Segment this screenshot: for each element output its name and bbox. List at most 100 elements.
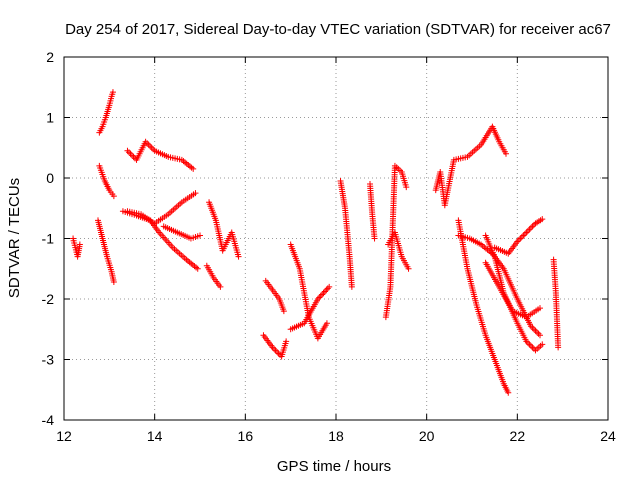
y-tick-label: -1 [42, 231, 55, 247]
series-arc-k [260, 332, 289, 360]
data-point [405, 265, 412, 272]
series-arc-e [124, 138, 195, 171]
series-arc-n [287, 285, 331, 333]
data-point [280, 308, 287, 315]
data-point [527, 224, 534, 231]
data-point [274, 348, 281, 355]
data-point [555, 344, 562, 351]
series-arc-b [96, 91, 116, 136]
series-arc-x [491, 217, 544, 257]
series-arc-p [367, 181, 378, 240]
x-tick-label: 20 [419, 428, 435, 444]
data-point [527, 342, 534, 349]
series-arc-a [70, 235, 83, 260]
data-point [194, 265, 201, 272]
data-point [403, 184, 410, 191]
x-axis-label: GPS time / hours [277, 458, 391, 475]
data-point [526, 341, 533, 348]
data-point [323, 286, 330, 293]
data-point [326, 283, 333, 290]
data-point [130, 153, 137, 160]
data-point [518, 233, 525, 240]
series-arc-w [482, 259, 542, 321]
series-arc-h [160, 223, 201, 242]
y-tick-label: -2 [42, 291, 55, 307]
series-arc-d [96, 162, 116, 198]
data-point [323, 320, 330, 327]
series-arc-l [262, 277, 287, 313]
data-point [348, 283, 355, 290]
x-tick-label: 24 [600, 428, 616, 444]
data-point [319, 291, 326, 298]
data-point [532, 327, 539, 334]
data-point [321, 288, 328, 295]
data-point [537, 332, 543, 339]
data-point [272, 347, 279, 354]
y-axis-label: SDTVAR / TECUs [6, 178, 23, 298]
series-arc-i [206, 199, 241, 258]
data-point [217, 283, 224, 290]
series-arc-s [432, 123, 508, 209]
data-point [523, 229, 530, 236]
x-tick-labels: 12 14 16 18 20 22 24 [56, 428, 616, 444]
data-point [533, 329, 540, 336]
data-series [70, 89, 562, 396]
y-tick-label: 1 [46, 110, 54, 126]
data-point [235, 253, 242, 260]
series-arc-t [455, 217, 511, 394]
data-point [521, 230, 528, 237]
series-arc-g [124, 191, 197, 227]
series-arc-q [382, 162, 409, 321]
data-point [539, 216, 546, 223]
data-point [110, 279, 117, 286]
series-arc-c [95, 217, 117, 284]
data-point [76, 241, 83, 248]
data-point [109, 89, 116, 96]
data-point [320, 289, 327, 296]
data-point [283, 338, 290, 345]
data-point [124, 147, 131, 154]
data-point [271, 345, 278, 352]
data-point [529, 223, 536, 230]
data-point [145, 141, 152, 148]
data-point [190, 165, 197, 172]
series-arc-o [337, 178, 355, 288]
data-point [530, 326, 537, 333]
x-tick-label: 12 [56, 428, 72, 444]
y-tick-label: 0 [46, 170, 54, 186]
data-point [371, 235, 378, 242]
data-point [537, 305, 543, 312]
data-point [192, 190, 199, 197]
series-arc-j [203, 262, 223, 289]
data-point [517, 235, 524, 242]
y-tick-labels: -4 -3 -2 -1 0 1 2 [42, 49, 55, 428]
data-point [197, 232, 203, 239]
x-tick-label: 16 [238, 428, 254, 444]
data-point [503, 150, 509, 157]
data-point [110, 193, 117, 200]
x-tick-label: 22 [510, 428, 526, 444]
data-point [317, 292, 324, 299]
data-point [539, 341, 546, 348]
data-point [529, 344, 536, 351]
y-tick-label: 2 [46, 49, 54, 65]
y-tick-label: -4 [42, 412, 55, 428]
data-point [515, 237, 522, 244]
data-point [520, 232, 527, 239]
data-point [148, 144, 155, 151]
data-point [275, 350, 282, 357]
data-point [324, 285, 331, 292]
series-arc-y [550, 256, 562, 349]
data-point [127, 150, 134, 157]
series-arc-r [385, 229, 411, 270]
data-point [129, 152, 135, 159]
data-point [125, 149, 132, 156]
data-point [147, 143, 154, 150]
data-point [535, 330, 542, 337]
data-point [526, 226, 533, 233]
data-point [524, 227, 531, 234]
x-tick-label: 18 [328, 428, 344, 444]
axis-ticks [63, 56, 609, 421]
data-point [505, 389, 512, 396]
